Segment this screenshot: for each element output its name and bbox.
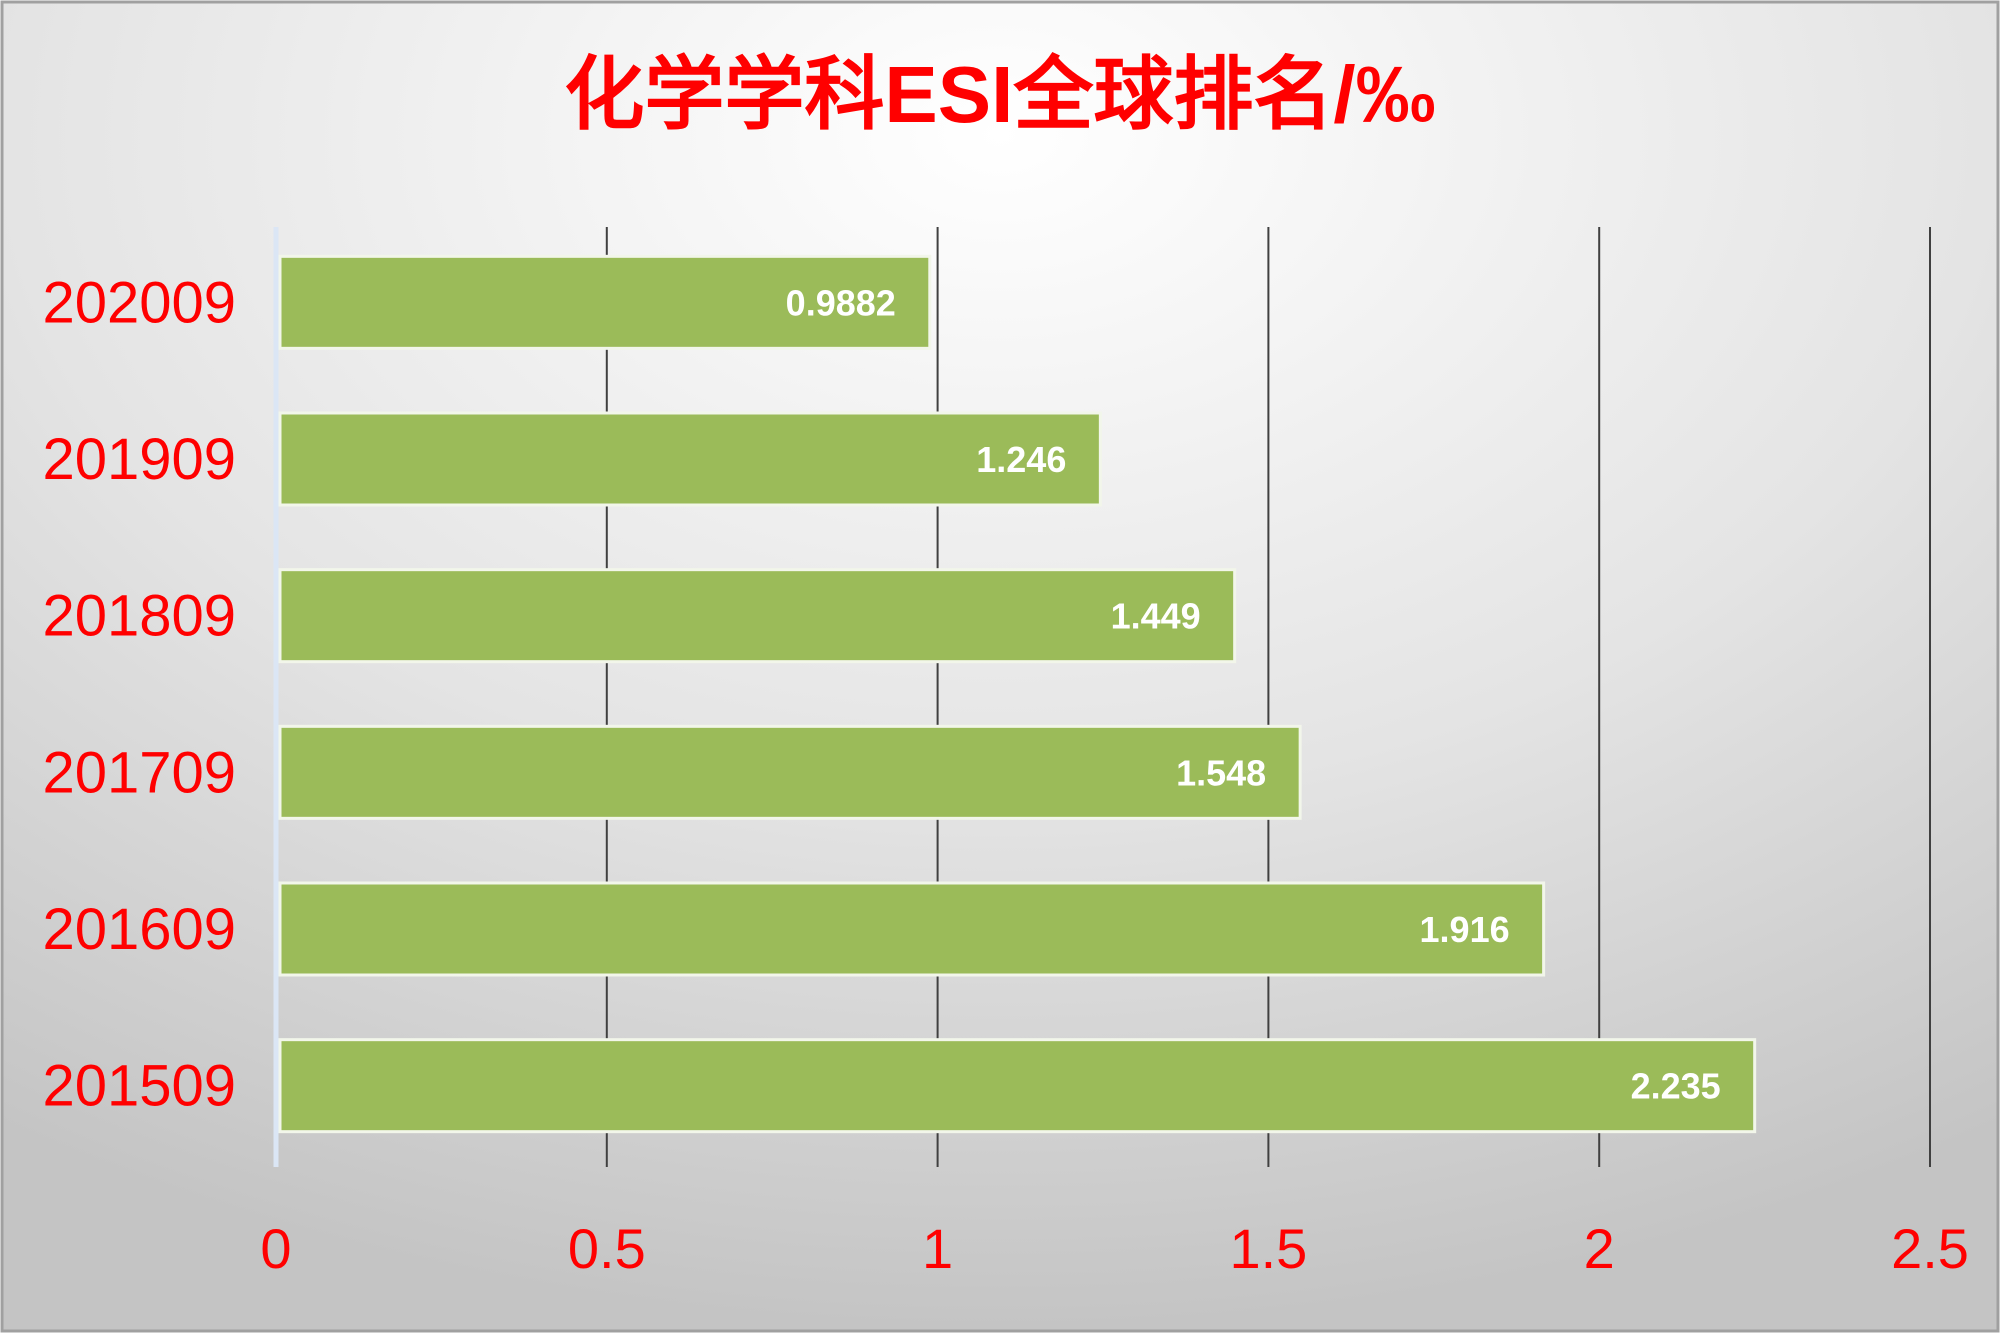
data-label: 1.916 [1420, 909, 1510, 950]
x-tick-label: 0.5 [568, 1217, 646, 1280]
data-label: 2.235 [1631, 1066, 1721, 1107]
x-tick-label: 1.5 [1229, 1217, 1307, 1280]
x-tick-label: 2 [1584, 1217, 1615, 1280]
data-label: 0.9882 [786, 282, 896, 323]
bar [278, 411, 1102, 507]
x-tick-label: 1 [922, 1217, 953, 1280]
data-label: 1.449 [1111, 596, 1201, 637]
chart-title: 化学学科ESI全球排名/‰ [564, 50, 1435, 139]
bar [278, 568, 1237, 664]
bar [278, 254, 932, 350]
bar [278, 724, 1302, 820]
x-tick-label: 2.5 [1891, 1217, 1969, 1280]
y-category-label: 201909 [42, 427, 236, 492]
y-category-label: 201509 [42, 1054, 236, 1119]
y-category-label: 201809 [42, 584, 236, 649]
bar [278, 1038, 1757, 1134]
x-tick-label: 0 [260, 1217, 291, 1280]
y-category-label: 201609 [42, 897, 236, 962]
data-label: 1.246 [976, 439, 1066, 480]
y-category-label: 201709 [42, 740, 236, 805]
data-label: 1.548 [1176, 752, 1266, 793]
y-category-label: 202009 [42, 270, 236, 335]
bar [278, 881, 1546, 977]
